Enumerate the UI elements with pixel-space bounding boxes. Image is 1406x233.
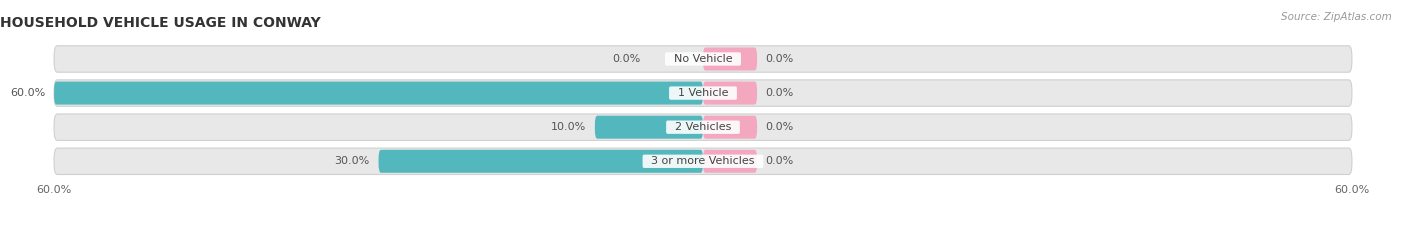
- Text: 0.0%: 0.0%: [766, 122, 794, 132]
- FancyBboxPatch shape: [703, 82, 756, 105]
- Text: 0.0%: 0.0%: [612, 54, 640, 64]
- Text: HOUSEHOLD VEHICLE USAGE IN CONWAY: HOUSEHOLD VEHICLE USAGE IN CONWAY: [0, 16, 321, 30]
- FancyBboxPatch shape: [703, 48, 756, 71]
- FancyBboxPatch shape: [595, 116, 703, 139]
- Text: No Vehicle: No Vehicle: [666, 54, 740, 64]
- FancyBboxPatch shape: [703, 150, 756, 173]
- Text: 3 or more Vehicles: 3 or more Vehicles: [644, 156, 762, 166]
- Text: Source: ZipAtlas.com: Source: ZipAtlas.com: [1281, 12, 1392, 22]
- FancyBboxPatch shape: [53, 148, 1353, 175]
- Text: 0.0%: 0.0%: [766, 54, 794, 64]
- Text: 10.0%: 10.0%: [551, 122, 586, 132]
- Text: 0.0%: 0.0%: [766, 156, 794, 166]
- FancyBboxPatch shape: [378, 150, 703, 173]
- FancyBboxPatch shape: [53, 80, 1353, 106]
- FancyBboxPatch shape: [53, 82, 703, 105]
- Text: 2 Vehicles: 2 Vehicles: [668, 122, 738, 132]
- Text: 1 Vehicle: 1 Vehicle: [671, 88, 735, 98]
- Text: 60.0%: 60.0%: [10, 88, 45, 98]
- FancyBboxPatch shape: [53, 46, 1353, 72]
- Text: 30.0%: 30.0%: [335, 156, 370, 166]
- FancyBboxPatch shape: [53, 114, 1353, 140]
- FancyBboxPatch shape: [703, 116, 756, 139]
- Text: 0.0%: 0.0%: [766, 88, 794, 98]
